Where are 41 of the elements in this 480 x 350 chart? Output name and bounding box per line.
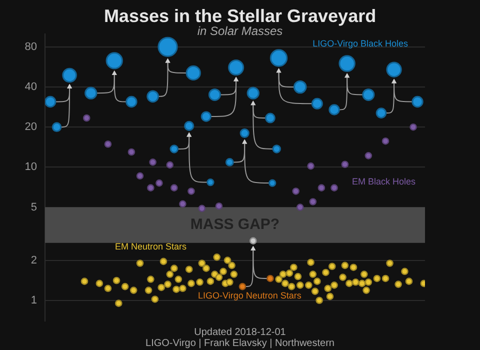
series-label: EM Neutron Stars: [115, 241, 188, 252]
y-tick-label: 40: [24, 81, 37, 94]
text: Updated 2018-12-01: [194, 327, 286, 338]
point: [382, 137, 390, 145]
point: [364, 152, 372, 160]
y-tick-label: 10: [24, 161, 37, 174]
point: [266, 274, 274, 282]
y-tick-label: 5: [30, 201, 37, 214]
point: [179, 200, 186, 208]
y-tick-label: 1: [30, 294, 37, 306]
point: [410, 123, 417, 131]
point: [309, 198, 317, 206]
chart-title: Masses in the Stellar Graveyard: [104, 6, 376, 26]
point: [188, 188, 195, 195]
point: [156, 179, 163, 187]
y-tick-label: 2: [30, 254, 37, 266]
point: [330, 184, 338, 192]
point: [292, 188, 300, 195]
point: [198, 204, 206, 212]
y-tick-label: 80: [24, 40, 37, 53]
point: [149, 158, 156, 166]
point: [307, 162, 314, 170]
point: [104, 140, 112, 148]
series-label: EM Black Holes: [352, 176, 416, 186]
point: [136, 172, 144, 180]
point: [296, 204, 304, 211]
text: LIGO-Virgo | Frank Elavsky | Northwestern: [146, 338, 334, 349]
point: [341, 160, 349, 168]
point: [318, 184, 326, 192]
point: [215, 202, 223, 210]
point: [238, 282, 246, 290]
point: [249, 237, 257, 244]
point: [128, 148, 136, 156]
point: [170, 184, 178, 192]
chart-subtitle: in Solar Masses: [197, 24, 283, 38]
point: [166, 161, 174, 169]
point: [82, 114, 90, 122]
point: [147, 184, 154, 192]
y-tick-label: 20: [24, 121, 37, 134]
series-label: LIGO-Virgo Black Holes: [312, 38, 408, 48]
series-label: LIGO-Virgo Neutron Stars: [198, 290, 302, 300]
